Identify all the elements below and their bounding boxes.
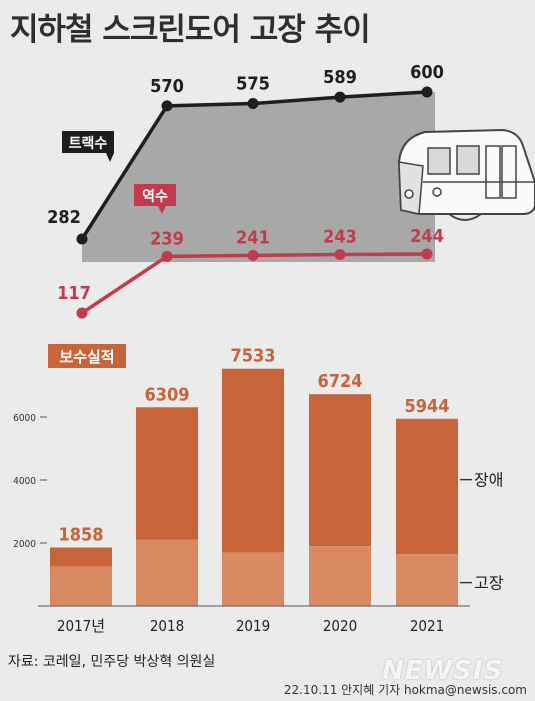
track-series-name: 트랙수 xyxy=(69,135,108,152)
track-value-label: 282 xyxy=(47,207,81,228)
subway-train-illustration xyxy=(397,128,535,221)
bar-segment-장애 xyxy=(396,418,458,555)
train-door xyxy=(501,145,517,199)
station-series-name: 역수 xyxy=(142,188,168,205)
y-tick-label: 4000 xyxy=(13,476,36,487)
x-tick-label: 2021 xyxy=(410,617,444,635)
series-label-고장: 고장 xyxy=(474,574,504,593)
page-title: 지하철 스크린도어 고장 추이 xyxy=(10,12,371,48)
bar-total-label: 5944 xyxy=(404,396,449,417)
station-value-label: 243 xyxy=(323,226,357,247)
train-front xyxy=(398,161,424,215)
station-badge-pointer xyxy=(158,206,166,214)
x-tick-label: 2018 xyxy=(150,617,184,635)
bar-segment-고장 xyxy=(222,552,284,606)
track-value-label: 600 xyxy=(410,62,444,83)
track-point xyxy=(421,86,433,98)
train-door xyxy=(485,145,501,199)
station-point xyxy=(161,250,173,262)
train-wheel xyxy=(448,213,482,221)
train-window xyxy=(456,145,480,175)
track-point xyxy=(334,91,346,103)
track-point xyxy=(76,233,88,245)
track-value-label: 589 xyxy=(323,67,357,88)
bar-segment-장애 xyxy=(309,394,371,547)
bar-chart-label: 보수실적 xyxy=(59,348,114,366)
bar-total-label: 7533 xyxy=(230,346,275,367)
bar-total-label: 6724 xyxy=(317,371,362,392)
station-point xyxy=(421,248,433,260)
track-value-label: 570 xyxy=(150,76,184,97)
bar-total-label: 1858 xyxy=(58,524,103,545)
newsis-watermark: NEWSIS xyxy=(382,656,504,686)
track-area-fill xyxy=(82,91,435,262)
track-badge xyxy=(62,131,114,153)
bar-segment-장애 xyxy=(222,368,284,553)
bar-segment-고장 xyxy=(136,539,198,606)
track-value-label: 575 xyxy=(236,74,270,95)
bar-segment-고장 xyxy=(396,554,458,606)
track-point xyxy=(247,98,259,110)
source-note: 자료: 코레일, 민주당 박상혁 의원실 xyxy=(8,654,216,670)
x-tick-label: 2019 xyxy=(236,617,270,635)
train-window xyxy=(427,147,451,175)
bar-segment-장애 xyxy=(136,407,198,540)
x-tick-label: 2017년 xyxy=(57,617,105,635)
y-tick-label: 6000 xyxy=(13,413,36,424)
station-series-line xyxy=(81,252,428,315)
credit-line: 22.10.11 안지혜 기자 hokma@newsis.com xyxy=(283,683,527,697)
x-tick-label: 2020 xyxy=(323,617,357,635)
station-point xyxy=(247,249,259,261)
station-point xyxy=(334,248,346,260)
bar-segment-장애 xyxy=(50,547,112,567)
bar-chart-badge xyxy=(48,344,126,368)
station-point xyxy=(76,307,88,319)
series-label-장애: 장애 xyxy=(474,471,503,490)
station-value-label: 239 xyxy=(150,228,184,249)
station-badge xyxy=(134,184,176,206)
track-badge-pointer xyxy=(106,153,114,162)
y-tick-label: 2000 xyxy=(13,539,36,550)
bar-segment-고장 xyxy=(309,546,371,606)
station-value-label: 117 xyxy=(57,283,91,304)
train-headlight xyxy=(432,187,442,197)
bar-total-label: 6309 xyxy=(144,384,189,405)
train-headlight xyxy=(404,189,414,199)
station-value-label: 241 xyxy=(236,227,270,248)
station-value-label: 244 xyxy=(410,226,444,247)
bar-segment-고장 xyxy=(50,566,112,606)
track-point xyxy=(161,100,173,112)
